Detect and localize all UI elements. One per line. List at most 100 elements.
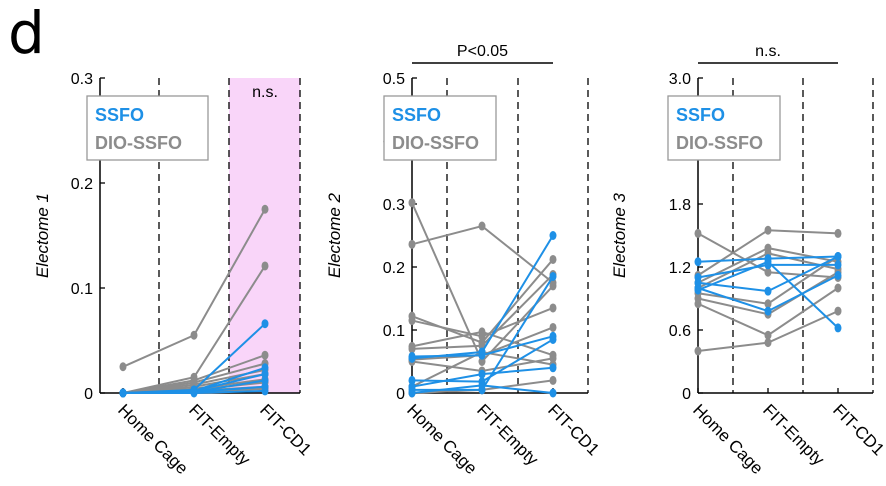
data-point [408,375,416,385]
data-point [694,285,702,295]
data-point [764,338,772,348]
data-point [834,306,842,316]
data-point [119,388,127,398]
data-point [549,388,557,398]
data-point [834,323,842,333]
significance-label: n.s. [252,84,278,101]
y-tick-label: 1.2 [669,260,691,277]
y-tick-label: 0 [682,386,691,403]
y-tick-label: 0.1 [383,323,405,340]
y-tick-label: 0.3 [71,71,93,88]
data-point [478,327,486,337]
data-point [549,271,557,281]
data-point [764,225,772,235]
y-tick-label: 0 [84,386,93,403]
legend-ssfo: SSFO [392,105,441,125]
data-point [408,388,416,398]
data-point [261,375,269,385]
highlight-band [229,78,300,393]
legend-ssfo: SSFO [95,105,144,125]
x-tick-label: Home Cage [114,400,192,478]
legend-box [86,95,209,161]
legend-dio-ssfo: DIO-SSFO [676,133,763,153]
data-point [834,228,842,238]
data-point [478,347,486,357]
data-point [834,260,842,270]
y-axis-label: Electome 2 [325,192,344,278]
data-point [408,353,416,363]
data-point [478,380,486,390]
data-point [834,270,842,280]
data-point [119,362,127,372]
data-point [261,350,269,360]
data-point [190,388,198,398]
data-point [764,286,772,296]
legend-dio-ssfo: DIO-SSFO [95,133,182,153]
data-point [764,306,772,316]
series-line [411,224,554,284]
data-point [261,204,269,214]
x-tick-label: Home Cage [403,400,481,478]
x-tick-label: FIT-Empty [473,400,542,469]
x-tick-label: Home Cage [689,400,767,478]
data-point [261,363,269,373]
data-point [408,316,416,326]
x-tick-label: FIT-CD1 [829,400,886,459]
y-axis-label: Electome 1 [33,193,52,278]
y-tick-label: 0.1 [71,281,93,298]
data-point [261,261,269,271]
y-tick-label: 3.0 [669,71,691,88]
data-point [764,330,772,340]
y-tick-label: 0.2 [71,176,93,193]
data-point [408,239,416,249]
data-point [261,369,269,379]
data-point [694,257,702,267]
data-point [549,334,557,344]
y-tick-label: 0 [396,386,405,403]
data-point [549,322,557,332]
data-point [478,357,486,366]
data-point [764,257,772,267]
data-point [261,386,269,396]
x-tick-label: FIT-Empty [185,400,254,469]
significance-label: P<0.05 [457,43,508,60]
data-point [764,267,772,277]
data-point [549,375,557,385]
data-point [549,303,557,313]
y-tick-label: 0.5 [383,71,405,88]
data-point [694,228,702,238]
legend-box [667,95,781,161]
data-point [190,330,198,340]
x-tick-label: FIT-CD1 [256,400,315,459]
y-tick-label: 0.6 [669,323,691,340]
data-point [834,283,842,293]
data-point [478,369,486,379]
x-tick-label: FIT-Empty [759,400,828,469]
data-point [764,299,772,309]
data-point [834,252,842,261]
y-tick-label: 0.2 [383,260,405,277]
legend-ssfo: SSFO [676,105,725,125]
y-tick-label: 1.8 [669,197,691,214]
data-point [549,353,557,363]
y-axis-label: Electome 3 [610,192,629,278]
data-point [549,231,557,240]
legend-box [383,95,497,161]
data-point [408,344,416,354]
data-point [694,299,702,309]
data-point [261,319,269,329]
data-point [549,254,557,264]
data-point [478,221,486,231]
y-tick-label: 0.3 [383,197,405,214]
legend-dio-ssfo: DIO-SSFO [392,133,479,153]
data-point [549,363,557,373]
significance-label: n.s. [755,43,781,60]
panel-letter: d [8,0,45,67]
data-point [694,346,702,356]
x-tick-label: FIT-CD1 [544,400,603,459]
